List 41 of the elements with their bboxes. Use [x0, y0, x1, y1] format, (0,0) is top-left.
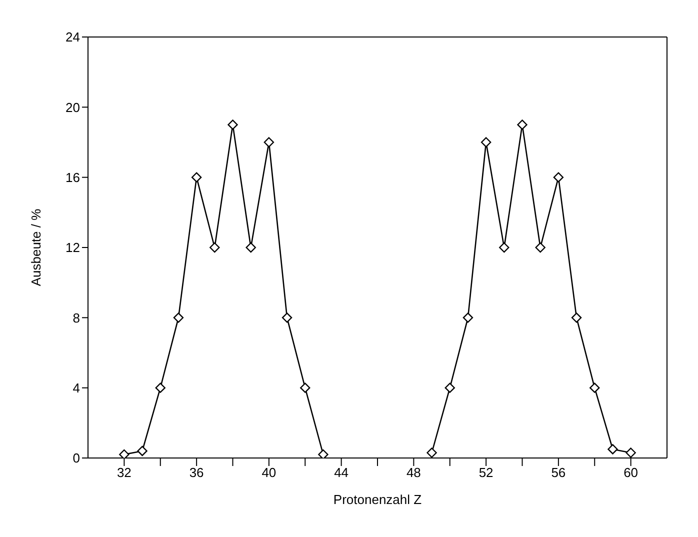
point — [119, 449, 130, 458]
point — [137, 446, 148, 456]
point — [246, 242, 256, 253]
point — [590, 382, 600, 393]
point — [626, 448, 636, 458]
y-axis-title: Ausbeute / % — [28, 208, 44, 286]
y-tick-label: 16 — [66, 170, 80, 185]
x-tick-label: 52 — [478, 465, 494, 480]
x-tick-label: 60 — [624, 465, 638, 480]
point — [300, 382, 310, 393]
point — [608, 444, 618, 454]
x-tick-label: 32 — [116, 465, 132, 480]
point — [228, 120, 238, 130]
y-tick-label: 24 — [66, 30, 80, 45]
point — [191, 172, 202, 182]
point — [318, 449, 328, 458]
x-tick-label: 44 — [334, 465, 349, 480]
y-tick-label: 12 — [66, 240, 80, 256]
point — [571, 312, 582, 323]
point — [535, 242, 546, 253]
x-tick-label: 48 — [406, 465, 421, 480]
point — [462, 312, 474, 323]
y-tick-label: 4 — [72, 380, 80, 396]
point — [499, 242, 510, 253]
point — [480, 137, 492, 148]
x-axis-title: Protonenzahl Z — [333, 492, 422, 507]
point — [210, 242, 220, 253]
point — [264, 137, 274, 148]
x-tick-label: 56 — [551, 465, 566, 480]
point — [426, 448, 437, 458]
x-tick-label: 40 — [262, 465, 276, 480]
y-tick-label: 0 — [72, 450, 80, 466]
point — [282, 312, 292, 323]
point — [155, 382, 166, 393]
point — [444, 382, 455, 393]
point — [517, 120, 528, 130]
y-tick-label: 8 — [72, 310, 80, 326]
y-tick-label: 20 — [66, 100, 80, 115]
x-tick-label: 36 — [189, 465, 204, 480]
point — [173, 312, 184, 323]
point — [553, 172, 564, 182]
